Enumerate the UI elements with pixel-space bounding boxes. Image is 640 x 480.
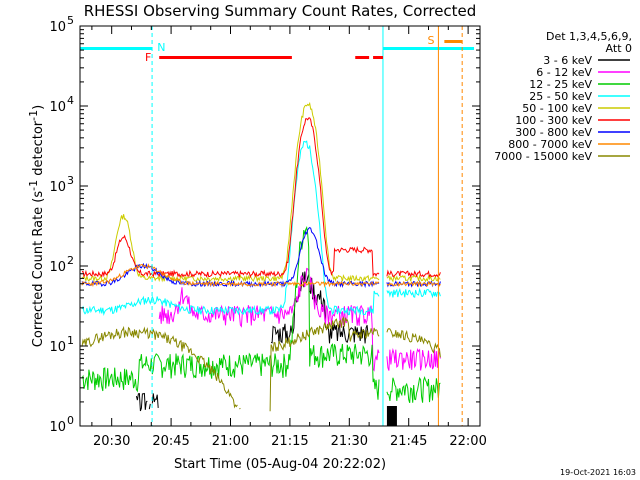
legend-label-8: 7000 - 15000 keV: [494, 150, 592, 163]
y-axis-label-main: Corrected Count Rate (s: [31, 191, 46, 348]
series-line-0: [135, 271, 369, 412]
y-tick-label-1: 10: [49, 340, 66, 355]
y-tick-label-2: 10: [49, 260, 66, 275]
flare-bar-3: [373, 56, 383, 59]
annotation-layer: NF S: [80, 26, 475, 426]
x-tick-label-4: 21:30: [331, 434, 368, 449]
legend-header-line-2: Att 0: [606, 42, 632, 55]
x-tick-label-0: 20:30: [93, 434, 130, 449]
y-tick-label-0: 10: [49, 420, 66, 435]
y-axis-label-sup2: -1: [27, 110, 40, 121]
y-axis-label: Corrected Count Rate (s-1 detector-1): [27, 105, 46, 347]
x-tick-label-2: 21:00: [212, 434, 249, 449]
annotation-label-saa: S: [427, 34, 434, 47]
flare-bar-2: [355, 56, 370, 59]
chart-title: RHESSI Observing Summary Count Rates, Co…: [84, 2, 477, 20]
legend-label-2: 12 - 25 keV: [529, 78, 592, 91]
legend-label-3: 25 - 50 keV: [529, 90, 592, 103]
series-line-7: [81, 263, 441, 288]
legend-label-6: 300 - 800 keV: [515, 126, 592, 139]
legend-label-7: 800 - 7000 keV: [508, 138, 592, 151]
night-bar-1: [80, 47, 153, 50]
series-line-3: [81, 140, 441, 317]
x-tick-label-1: 20:45: [152, 434, 189, 449]
annotation-label-night: N: [157, 41, 165, 54]
legend-label-5: 100 - 300 keV: [515, 114, 592, 127]
y-axis-label-end: ): [31, 105, 46, 110]
y-tick-exponent-2: 2: [67, 254, 74, 267]
annotation-label-flare: F: [145, 51, 151, 64]
legend-label-0: 3 - 6 keV: [543, 54, 592, 67]
y-axis-label-sup1: -1: [27, 180, 40, 191]
y-axis-label-mid: detector: [31, 120, 46, 180]
series-line-2: [81, 225, 441, 403]
series-line-5: [81, 117, 441, 279]
series-line-8: [81, 315, 441, 412]
y-tick-exponent-0: 0: [67, 414, 74, 427]
footer-date: 19-Oct-2021 16:03: [560, 468, 636, 477]
x-axis-label: Start Time (05-Aug-04 20:22:02): [174, 457, 386, 472]
x-tick-label-5: 21:45: [390, 434, 427, 449]
y-tick-exponent-4: 4: [67, 94, 74, 107]
x-axis: 20:30 20:45 21:00 21:15 21:30 21:45 22:00: [91, 26, 487, 449]
y-tick-exponent-5: 5: [67, 14, 74, 27]
y-tick-exponent-1: 1: [67, 334, 74, 347]
plot-frame: [79, 25, 481, 427]
flare-bar-1: [159, 56, 292, 59]
y-tick-exponent-3: 3: [67, 174, 74, 187]
saa-bar: [444, 40, 463, 43]
x-tick-label-3: 21:15: [271, 434, 308, 449]
series-layer: [81, 101, 441, 412]
x-tick-label-6: 22:00: [449, 434, 486, 449]
night-bar-2: [382, 47, 475, 50]
data-gap-block: [386, 406, 397, 426]
legend-label-1: 6 - 12 keV: [536, 66, 592, 79]
y-tick-label-5: 10: [49, 20, 66, 35]
y-tick-label-3: 10: [49, 180, 66, 195]
legend-label-4: 50 - 100 keV: [522, 102, 592, 115]
legend-header-line-1: Det 1,3,4,5,6,9,: [546, 30, 632, 43]
y-tick-label-4: 10: [49, 100, 66, 115]
series-line-4: [81, 101, 441, 283]
